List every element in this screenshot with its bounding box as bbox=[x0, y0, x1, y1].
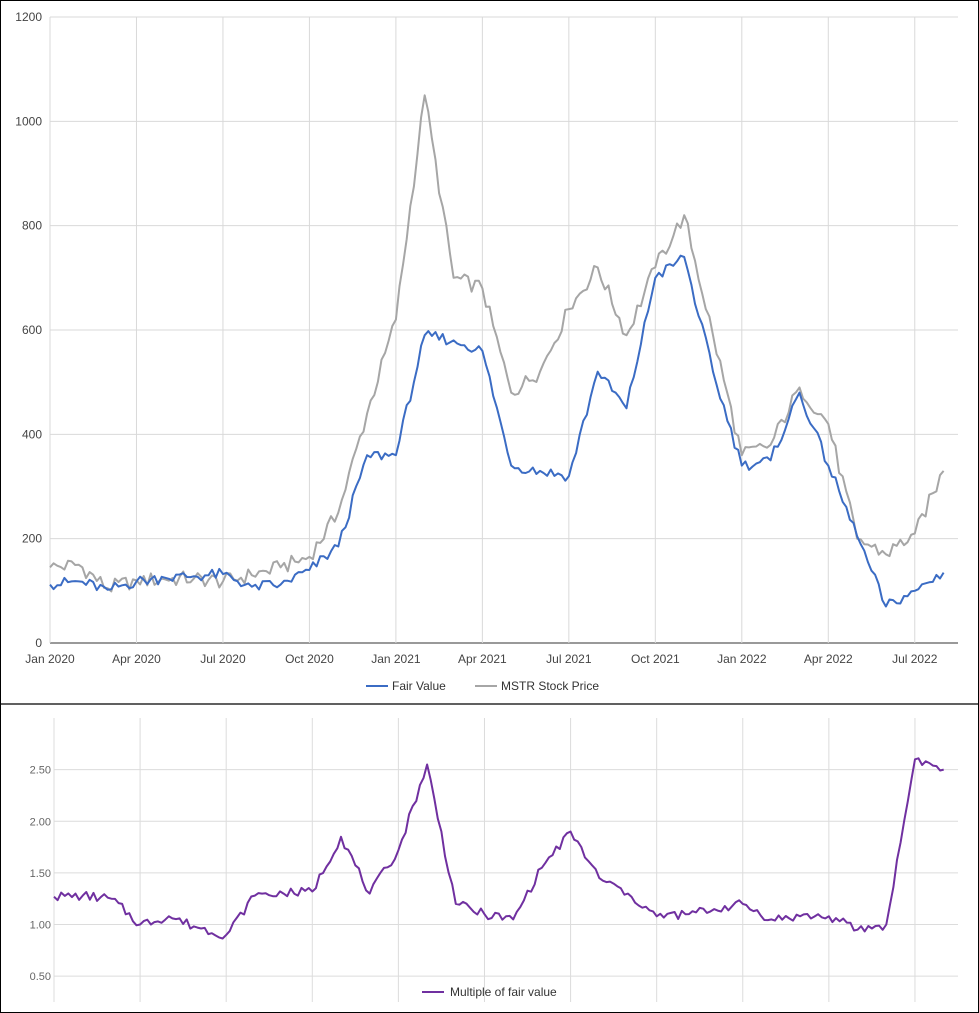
top-chart-series bbox=[49, 94, 945, 608]
y-tick-label: 200 bbox=[22, 532, 42, 546]
x-tick-label: Apr 2022 bbox=[804, 652, 853, 666]
x-tick-label: Jul 2022 bbox=[892, 652, 938, 666]
top-chart: 0 200 400 600 800 1000 1200 Jan 2020 Apr 2020 Ju… bbox=[0, 10, 979, 705]
y-tick-label: 0 bbox=[35, 636, 42, 650]
bottom-chart-grid bbox=[53, 718, 958, 1002]
series-line-multiple-of-fair-value bbox=[53, 757, 944, 940]
y-tick-label: 2.50 bbox=[30, 765, 51, 777]
y-tick-label: 800 bbox=[22, 219, 42, 233]
y-tick-label: 1200 bbox=[15, 10, 42, 24]
top-chart-grid bbox=[49, 16, 958, 644]
legend-label: Fair Value bbox=[392, 679, 446, 693]
y-tick-label: 400 bbox=[22, 427, 42, 441]
x-tick-label: Oct 2020 bbox=[285, 652, 334, 666]
bottom-chart-legend: Multiple of fair value bbox=[422, 985, 557, 999]
x-tick-label: Jan 2022 bbox=[717, 652, 767, 666]
bottom-chart-series bbox=[53, 757, 944, 940]
bottom-chart-y-ticks: 0.50 1.00 1.50 2.00 2.50 bbox=[30, 765, 51, 984]
top-chart-x-ticks: Jan 2020 Apr 2020 Jul 2020 Oct 2020 Jan 2021… bbox=[25, 652, 937, 666]
x-tick-label: Jan 2020 bbox=[25, 652, 75, 666]
series-line-fair-value bbox=[49, 254, 945, 608]
x-tick-label: Apr 2020 bbox=[112, 652, 161, 666]
series-line-mstr-stock-price bbox=[49, 94, 945, 593]
top-chart-legend: Fair Value MSTR Stock Price bbox=[366, 679, 599, 693]
y-tick-label: 2.00 bbox=[30, 816, 51, 828]
y-tick-label: 0.50 bbox=[30, 971, 51, 983]
top-chart-y-ticks: 0 200 400 600 800 1000 1200 bbox=[15, 10, 42, 650]
x-tick-label: Oct 2021 bbox=[631, 652, 680, 666]
y-tick-label: 600 bbox=[22, 323, 42, 337]
legend-label: MSTR Stock Price bbox=[501, 679, 599, 693]
legend-label: Multiple of fair value bbox=[450, 985, 557, 999]
y-tick-label: 1.50 bbox=[30, 868, 51, 880]
x-tick-label: Jan 2021 bbox=[371, 652, 421, 666]
y-tick-label: 1000 bbox=[15, 114, 42, 128]
x-tick-label: Jul 2020 bbox=[200, 652, 246, 666]
x-tick-label: Apr 2021 bbox=[458, 652, 507, 666]
y-tick-label: 1.00 bbox=[30, 920, 51, 932]
x-tick-label: Jul 2021 bbox=[546, 652, 592, 666]
